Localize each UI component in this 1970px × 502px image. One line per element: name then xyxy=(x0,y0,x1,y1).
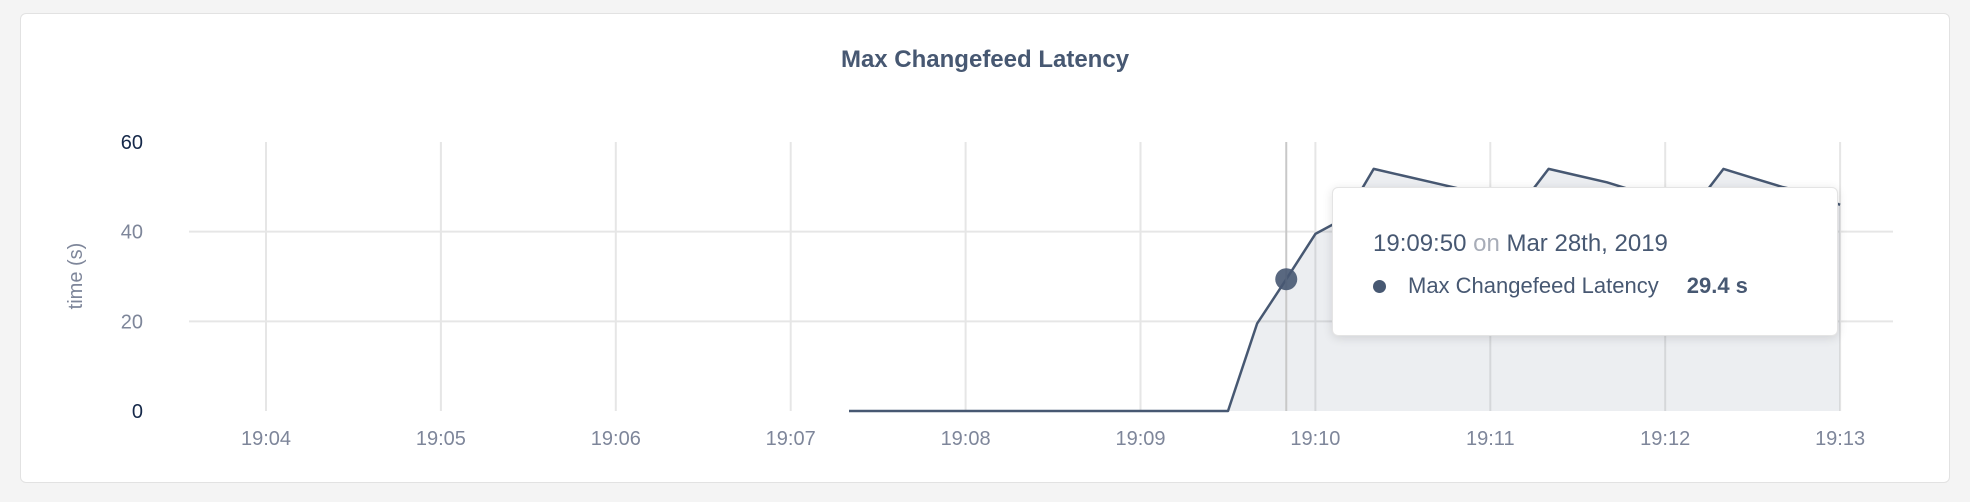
x-tick-label: 19:04 xyxy=(241,428,291,450)
y-tick-label: 60 xyxy=(121,132,143,154)
y-tick-label: 40 xyxy=(121,222,143,244)
x-tick-label: 19:11 xyxy=(1466,428,1515,450)
tooltip-time: 19:09:50 xyxy=(1373,230,1467,257)
x-tick-label: 19:10 xyxy=(1290,428,1340,450)
hover-point xyxy=(1275,268,1298,291)
x-tick-label: 19:05 xyxy=(416,428,466,450)
x-tick-label: 19:09 xyxy=(1115,428,1165,450)
x-tick-label: 19:06 xyxy=(591,428,641,450)
y-tick-label: 0 xyxy=(132,401,143,423)
x-tick-label: 19:13 xyxy=(1815,428,1865,450)
x-tick-label: 19:07 xyxy=(766,428,816,450)
y-axis-label: time (s) xyxy=(65,243,87,310)
chart-tooltip: 19:09:50 on Mar 28th, 2019 Max Changefee… xyxy=(1332,187,1838,336)
tooltip-date: Mar 28th, 2019 xyxy=(1506,230,1668,257)
series-dot-icon xyxy=(1373,279,1386,293)
x-tick-label: 19:08 xyxy=(941,428,991,450)
y-tick-label: 20 xyxy=(121,311,143,333)
tooltip-on: on xyxy=(1473,230,1500,257)
tooltip-series-name: Max Changefeed Latency xyxy=(1408,273,1659,298)
tooltip-value: 29.4 s xyxy=(1686,273,1748,298)
chart-title: Max Changefeed Latency xyxy=(840,46,1130,73)
tooltip-timestamp: 19:09:50 on Mar 28th, 2019 xyxy=(1373,230,1668,258)
tooltip-series-row: Max Changefeed Latency 29.4 s xyxy=(1373,273,1748,299)
x-tick-label: 19:12 xyxy=(1640,428,1690,450)
